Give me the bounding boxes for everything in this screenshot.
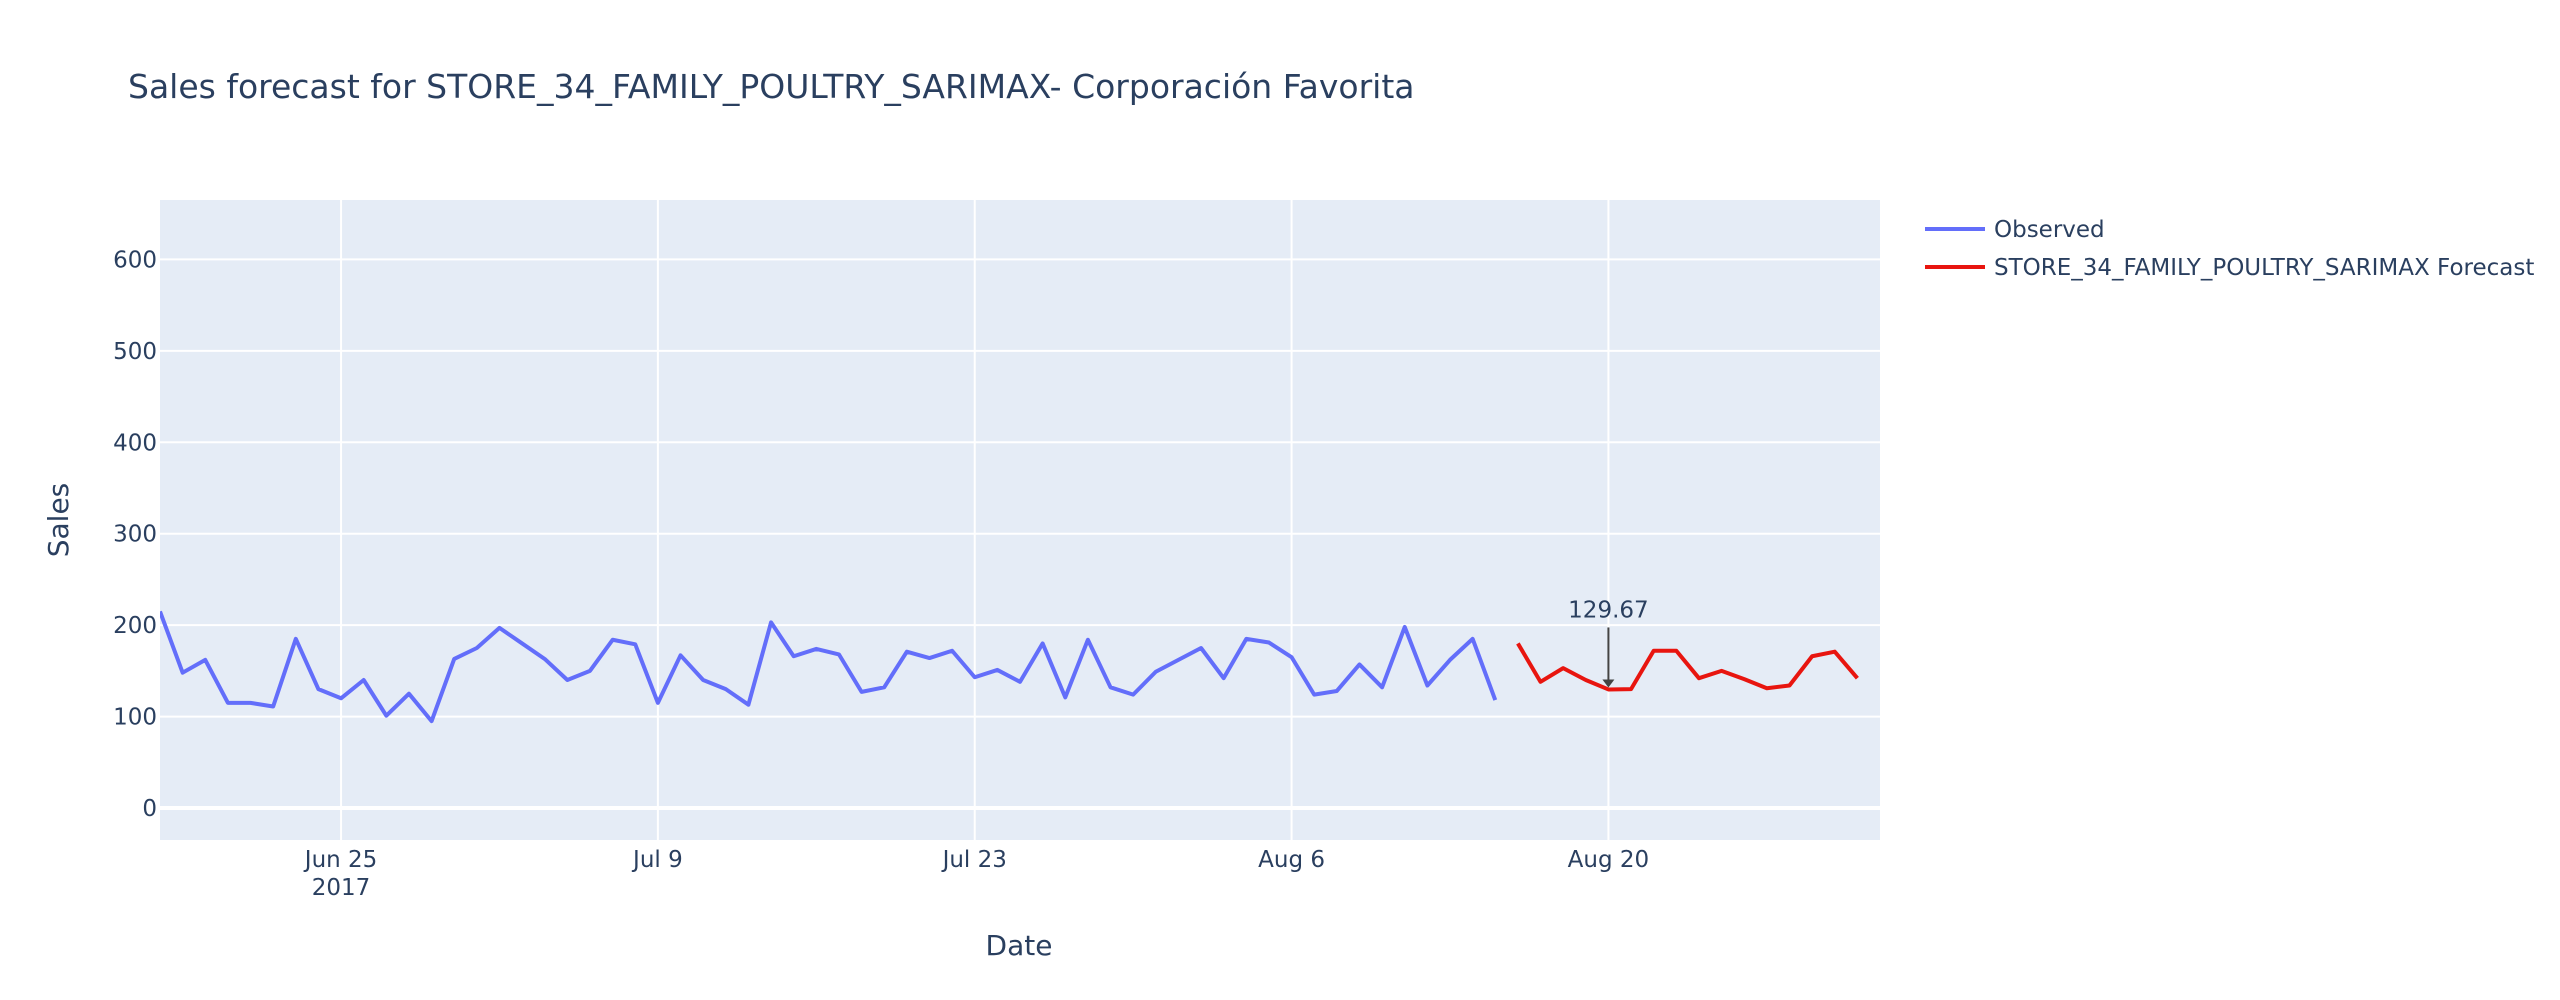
y-tick-label: 100 — [113, 705, 157, 731]
y-tick-label: 0 — [142, 796, 157, 822]
x-tick-label: Jul 23 — [941, 847, 1007, 873]
y-tick-label: 600 — [113, 247, 157, 273]
y-tick-label: 500 — [113, 339, 157, 365]
legend-item-observed[interactable]: Observed — [1925, 217, 2105, 243]
y-gridlines — [160, 258, 1880, 810]
y-tick-labels: 0 100 200 300 400 500 600 — [113, 247, 157, 822]
series-line-observed — [160, 610, 1498, 724]
y-tick-label: 400 — [113, 430, 157, 456]
y-axis-title: Sales — [42, 483, 75, 558]
legend-label: Observed — [1994, 217, 2105, 243]
y-tick-label: 300 — [113, 522, 157, 548]
annotations: 129.67 — [1568, 597, 1649, 688]
annotation-label: 129.67 — [1568, 597, 1648, 623]
x-tick-label: Aug 6 — [1258, 847, 1325, 873]
y-tick-label: 200 — [113, 613, 157, 639]
x-tick-label: Jun 25 — [303, 847, 378, 873]
chart-title: Sales forecast for STORE_34_FAMILY_POULT… — [128, 67, 1415, 106]
legend[interactable]: Observed STORE_34_FAMILY_POULTRY_SARIMAX … — [1925, 217, 2534, 281]
x-tick-sublabel: 2017 — [312, 875, 371, 901]
series-lines — [160, 610, 1859, 724]
legend-item-forecast[interactable]: STORE_34_FAMILY_POULTRY_SARIMAX Forecast — [1925, 255, 2534, 281]
x-tick-label: Aug 20 — [1568, 847, 1650, 873]
x-axis-title: Date — [986, 929, 1053, 962]
x-gridlines — [340, 200, 1610, 840]
plot-area — [160, 200, 1880, 840]
x-tick-label: Jul 9 — [631, 847, 683, 873]
legend-label: STORE_34_FAMILY_POULTRY_SARIMAX Forecast — [1994, 255, 2534, 281]
series-line-forecast — [1516, 642, 1859, 692]
annotation-arrowhead — [1602, 679, 1615, 688]
